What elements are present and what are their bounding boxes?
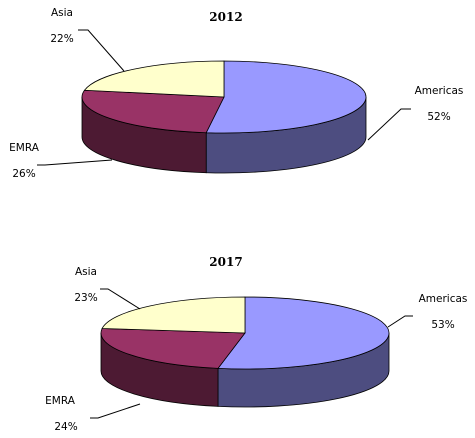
chart-title: 2012 (209, 10, 242, 24)
slice-emra (100, 328, 246, 369)
slice-value-emra: 24% (54, 421, 77, 433)
chart-2012: 2012 Asia 22% Americas 52% EMRA 26% (9, 7, 463, 180)
slice-value-emra: 26% (12, 168, 35, 180)
slice-emra (81, 89, 225, 134)
leader-line-emra (37, 159, 113, 166)
slice-value-asia: 23% (74, 292, 97, 304)
pie-2012 (81, 60, 367, 174)
slice-value-americas: 53% (431, 319, 454, 331)
pie-2017 (100, 296, 390, 408)
slice-name-americas: Americas (415, 85, 464, 97)
slice-name-emra: EMRA (45, 395, 76, 407)
slice-value-asia: 22% (50, 33, 73, 45)
leader-line-emra (90, 403, 141, 419)
chart-title: 2017 (209, 255, 242, 269)
slice-name-asia: Asia (75, 266, 97, 278)
leader-line-americas (387, 315, 413, 328)
slice-americas (205, 60, 367, 134)
slice-name-americas: Americas (419, 293, 468, 305)
slice-asia (83, 60, 225, 98)
chart-2017: 2017 Asia 23% Americas 53% EMRA 24% (45, 255, 467, 433)
leader-line-asia (78, 29, 125, 72)
slice-asia (101, 296, 246, 334)
slice-name-asia: Asia (51, 7, 73, 19)
slice-name-emra: EMRA (9, 142, 40, 154)
slice-value-americas: 52% (427, 111, 450, 123)
leader-line-americas (367, 108, 411, 141)
slice-americas (217, 296, 390, 370)
leader-line-asia (100, 288, 141, 310)
